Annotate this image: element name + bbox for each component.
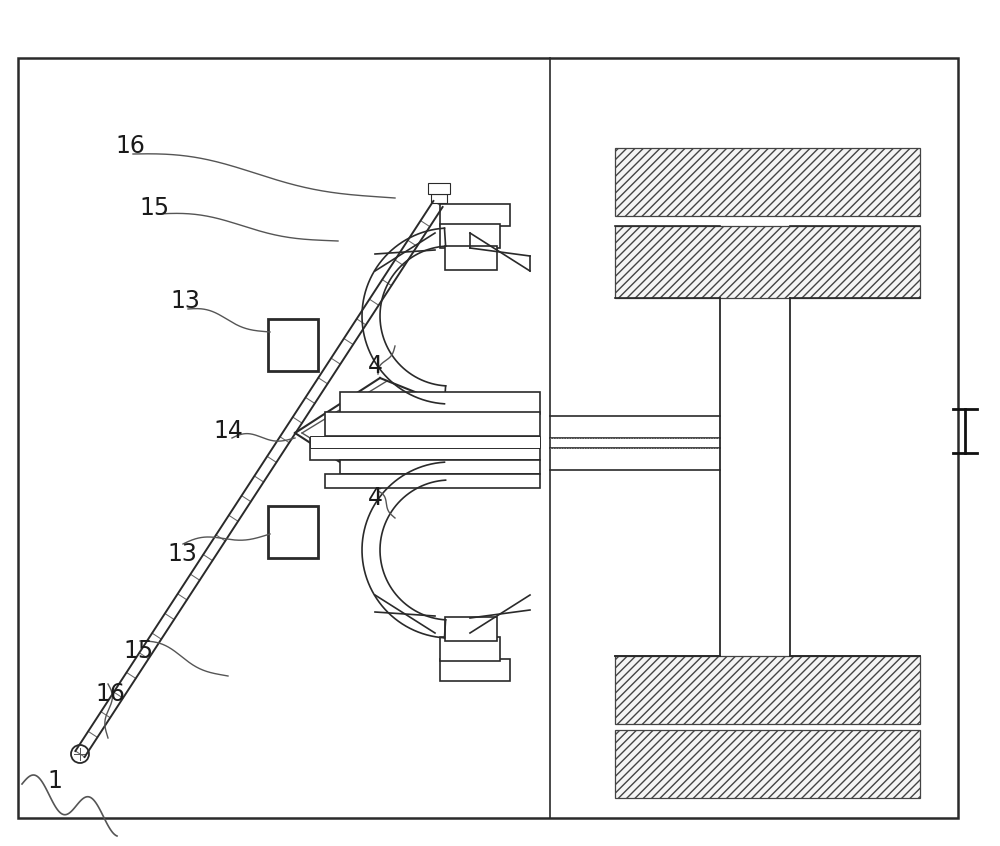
Text: 16: 16 <box>115 134 145 158</box>
Bar <box>431 194 447 203</box>
Text: 13: 13 <box>167 542 197 566</box>
Bar <box>18 58 958 818</box>
Text: 15: 15 <box>140 196 170 220</box>
Bar <box>440 637 500 661</box>
Text: 13: 13 <box>170 289 200 313</box>
Bar <box>340 460 540 474</box>
Text: 16: 16 <box>95 682 125 706</box>
Text: 1: 1 <box>48 769 62 793</box>
Bar <box>440 659 510 681</box>
Bar <box>268 506 318 558</box>
Bar <box>428 183 450 194</box>
Bar <box>325 412 540 436</box>
Bar <box>615 656 920 724</box>
Text: 14: 14 <box>213 419 243 443</box>
Text: 15: 15 <box>123 639 153 663</box>
Bar <box>310 438 540 460</box>
Text: 4: 4 <box>368 354 382 378</box>
Bar <box>325 474 540 488</box>
Bar <box>445 246 497 270</box>
Bar <box>310 436 540 448</box>
Bar <box>445 617 497 641</box>
Text: 4: 4 <box>368 486 382 510</box>
Bar <box>440 204 510 226</box>
Bar <box>340 392 540 414</box>
Bar <box>615 226 920 298</box>
Bar <box>615 730 920 798</box>
Bar <box>615 148 920 216</box>
Bar <box>440 224 500 248</box>
Bar <box>268 319 318 371</box>
